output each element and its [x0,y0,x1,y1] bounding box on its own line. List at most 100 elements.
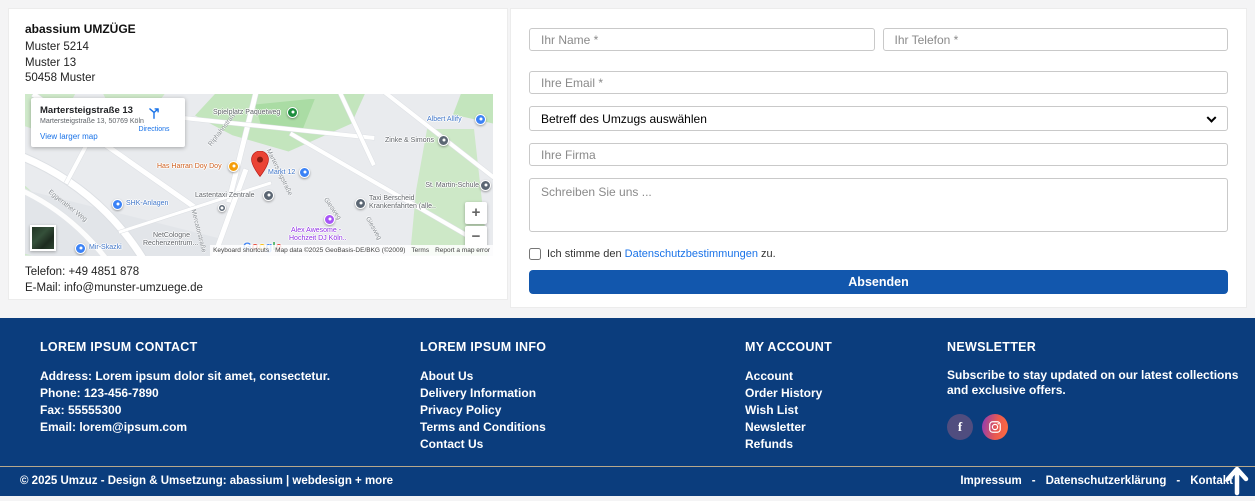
consent-text: Ich stimme den Datenschutzbestimmungen z… [547,248,776,260]
bottom-links: Impressum - Datenschutzerklärung - Kontakt [960,475,1233,487]
address-line: Muster 5214 [25,41,89,53]
address-line: 50458 Muster [25,72,96,84]
footer-link-account[interactable]: Account [745,369,793,383]
email-line: E-Mail: info@munster-umzuege.de [25,281,203,294]
footer-link-refunds[interactable]: Refunds [745,437,793,451]
poi-marker-restaurant[interactable] [228,160,239,172]
street-label: Giesweg [363,215,383,241]
poi-marker[interactable] [218,203,226,212]
poi-label: Lastentaxi Zentrale [195,191,255,199]
poi-marker[interactable] [324,213,335,225]
footer-email: Email: lorem@ipsum.com [40,420,188,434]
zoom-in-button[interactable]: + [465,201,487,224]
footer-column-title: LOREM IPSUM CONTACT [40,340,198,354]
bottom-bar: © 2025 Umzuz - Design & Umsetzung: abass… [0,466,1255,496]
social-icons: f [947,414,1239,440]
footer-info-column: LOREM IPSUM INFO About Us Delivery Infor… [420,340,546,453]
directions-label: Directions [138,125,170,133]
phone-input[interactable] [882,28,1228,51]
poi-label: Hochzeit DJ Köln.. [289,234,347,242]
link-separator: - [1031,475,1036,487]
message-textarea[interactable] [529,178,1228,232]
address-line: Muster 13 [25,56,77,69]
poi-label: Albert Allify [427,115,462,123]
footer-link-about-us[interactable]: About Us [420,369,474,383]
name-input[interactable] [529,28,875,51]
poi-marker-park[interactable] [287,106,298,118]
company-name: abassium UMZÜGE [25,22,136,36]
consent-prefix: Ich stimme den [547,248,625,260]
poi-label: SHK-Anlagen [126,199,169,207]
poi-marker[interactable] [299,166,310,178]
newsletter-text: Subscribe to stay updated on our latest … [947,368,1239,397]
poi-marker[interactable] [480,179,491,191]
submit-button[interactable]: Absenden [529,270,1228,294]
poi-marker[interactable] [475,113,486,125]
consent-row: Ich stimme den Datenschutzbestimmungen z… [529,248,1228,260]
footer-link-wish-list[interactable]: Wish List [745,403,799,417]
facebook-icon[interactable]: f [947,414,973,440]
datenschutz-link[interactable]: Datenschutzerklärung [1045,475,1167,487]
view-larger-map-link[interactable]: View larger map [40,131,98,141]
email-input[interactable] [529,71,1228,94]
copyright-text: © 2025 Umzuz - Design & Umsetzung: abass… [20,475,394,487]
directions-button[interactable]: Directions [131,106,177,133]
map-data-text: Map data ©2025 GeoBasis-DE/BKG (©2009) [272,244,409,256]
footer-link-newsletter[interactable]: Newsletter [745,420,806,434]
footer-column-title: LOREM IPSUM INFO [420,340,547,354]
poi-label: Krankenfahrten (alle.. [369,202,436,210]
footer-phone: Phone: 123-456-7890 [40,386,159,400]
privacy-consent-checkbox[interactable] [529,248,541,260]
poi-label: NetCologne [153,231,190,239]
impressum-link[interactable]: Impressum [960,475,1022,487]
poi-marker[interactable] [75,242,86,254]
satellite-view-toggle[interactable] [30,224,56,251]
poi-marker[interactable] [263,189,274,201]
footer-fax: Fax: 55555300 [40,403,122,417]
consent-suffix: zu. [757,248,776,260]
footer-link-delivery-information[interactable]: Delivery Information [420,386,537,400]
poi-marker[interactable] [355,197,366,209]
map-attribution: Keyboard shortcuts Map data ©2025 GeoBas… [210,244,493,256]
phone-line: Telefon: +49 4851 878 [25,265,140,278]
subject-select[interactable]: Betreff des Umzugs auswählen [529,106,1228,131]
instagram-icon[interactable] [982,414,1008,440]
terms-link[interactable]: Terms [408,244,433,256]
contact-form-card: Betreff des Umzugs auswählen Ich stimme … [510,8,1247,308]
report-map-error-link[interactable]: Report a map error [432,244,493,256]
footer-link-contact-us[interactable]: Contact Us [420,437,484,451]
privacy-policy-link[interactable]: Datenschutzbestimmungen [624,248,758,260]
footer-column-title: NEWSLETTER [947,340,1037,354]
poi-marker[interactable] [112,198,123,210]
poi-label: Mir-Skazki [89,243,122,251]
map-info-card: Martersteigstraße 13 Martersteigstraße 1… [31,97,185,147]
back-to-top-arrow[interactable] [1223,462,1251,496]
footer-link-order-history[interactable]: Order History [745,386,823,400]
map-place-title: Martersteigstraße 13 [40,104,133,116]
poi-marker[interactable] [438,134,449,146]
google-map-embed[interactable]: Riphahnstraße Martersteigstraße Mercator… [25,93,493,256]
poi-label: Rechenzentrum... [143,239,199,247]
kontakt-link[interactable]: Kontakt [1190,475,1233,487]
poi-label: Taxi Berscheid [369,194,415,202]
footer-contact-column: LOREM IPSUM CONTACT Address: Lorem ipsum… [40,340,330,436]
zoom-out-button[interactable]: − [465,225,487,248]
footer-link-terms-and-conditions[interactable]: Terms and Conditions [420,420,546,434]
map-place-address: Martersteigstraße 13, 50769 Köln [40,117,144,125]
footer: LOREM IPSUM CONTACT Address: Lorem ipsum… [0,318,1255,466]
map-destination-pin [251,150,269,182]
footer-newsletter-column: NEWSLETTER Subscribe to stay updated on … [947,340,1239,440]
poi-label: Markt 12 [268,168,296,176]
footer-address: Address: Lorem ipsum dolor sit amet, con… [40,369,331,383]
footer-link-privacy-policy[interactable]: Privacy Policy [420,403,502,417]
poi-label: Spielplatz Paquetweg [213,108,281,116]
map-zoom-controls: + − [465,201,487,250]
footer-account-column: MY ACCOUNT Account Order History Wish Li… [745,340,832,453]
map-park-shape [255,98,315,129]
poi-label: Zinke & Simons [385,136,435,144]
footer-column-title: MY ACCOUNT [745,340,833,354]
company-input[interactable] [529,143,1228,166]
keyboard-shortcuts-link[interactable]: Keyboard shortcuts [210,244,273,256]
contact-info-card: abassium UMZÜGE Muster 5214 Muster 13 50… [8,8,508,300]
main-content: abassium UMZÜGE Muster 5214 Muster 13 50… [0,0,1255,318]
